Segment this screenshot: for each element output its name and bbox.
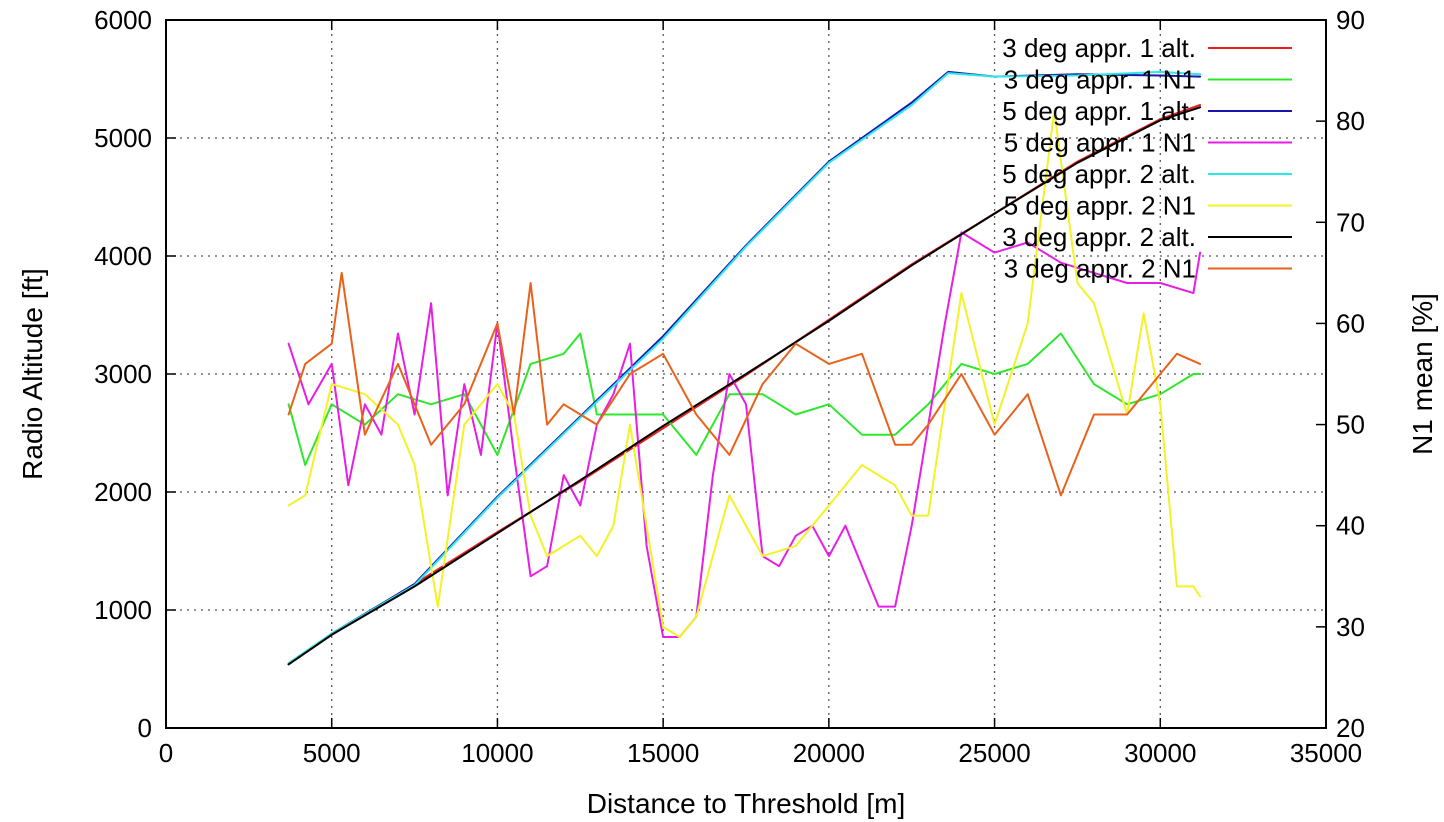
x-tick-label: 30000 bbox=[1124, 738, 1196, 768]
series-layer bbox=[287, 70, 1202, 666]
legend-label: 3 deg appr. 2 alt. bbox=[1002, 222, 1196, 252]
series-line-6 bbox=[287, 110, 1202, 638]
x-axis-ticks: 0 5000 10000 15000 20000 25000 30000 35000 bbox=[159, 20, 1362, 768]
x-tick-label: 5000 bbox=[303, 738, 361, 768]
y2-tick-label: 60 bbox=[1336, 308, 1365, 338]
y-tick-label: 3000 bbox=[94, 359, 152, 389]
y2-tick-label: 70 bbox=[1336, 207, 1365, 237]
x-tick-label: 0 bbox=[159, 738, 173, 768]
series-line-5 bbox=[287, 70, 1202, 665]
series-line-8 bbox=[287, 271, 1202, 497]
y-tick-label: 0 bbox=[138, 713, 152, 743]
y-axis-ticks: 0 1000 2000 3000 4000 5000 6000 bbox=[94, 5, 176, 743]
legend: 3 deg appr. 1 alt.3 deg appr. 1 N15 deg … bbox=[1002, 33, 1292, 284]
x-tick-label: 10000 bbox=[461, 738, 533, 768]
legend-label: 5 deg appr. 2 alt. bbox=[1002, 159, 1196, 189]
grid-lines bbox=[166, 20, 1326, 728]
y-axis-title: Radio Altitude [ft] bbox=[17, 268, 48, 480]
series-line-7 bbox=[287, 106, 1202, 666]
x-tick-label: 35000 bbox=[1290, 738, 1362, 768]
y-tick-label: 6000 bbox=[94, 5, 152, 35]
y2-axis-ticks: 20 30 40 50 60 70 80 90 bbox=[1316, 5, 1365, 743]
y-tick-label: 4000 bbox=[94, 241, 152, 271]
legend-label: 3 deg appr. 1 N1 bbox=[1004, 65, 1196, 95]
legend-label: 5 deg appr. 1 alt. bbox=[1002, 96, 1196, 126]
legend-label: 5 deg appr. 2 N1 bbox=[1004, 191, 1196, 221]
series-line-2 bbox=[287, 332, 1202, 466]
legend-label: 3 deg appr. 2 N1 bbox=[1004, 254, 1196, 284]
y2-tick-label: 90 bbox=[1336, 5, 1365, 35]
y-tick-label: 5000 bbox=[94, 123, 152, 153]
y-tick-label: 1000 bbox=[94, 595, 152, 625]
x-tick-label: 20000 bbox=[793, 738, 865, 768]
y2-axis-title: N1 mean [%] bbox=[1407, 293, 1438, 455]
y2-tick-label: 30 bbox=[1336, 612, 1365, 642]
y-tick-label: 2000 bbox=[94, 477, 152, 507]
y2-tick-label: 40 bbox=[1336, 511, 1365, 541]
y2-tick-label: 80 bbox=[1336, 106, 1365, 136]
y2-tick-label: 20 bbox=[1336, 713, 1365, 743]
legend-label: 3 deg appr. 1 alt. bbox=[1002, 33, 1196, 63]
y2-tick-label: 50 bbox=[1336, 410, 1365, 440]
x-axis-title: Distance to Threshold [m] bbox=[587, 788, 906, 819]
legend-label: 5 deg appr. 1 N1 bbox=[1004, 128, 1196, 158]
x-tick-label: 25000 bbox=[958, 738, 1030, 768]
x-tick-label: 15000 bbox=[627, 738, 699, 768]
